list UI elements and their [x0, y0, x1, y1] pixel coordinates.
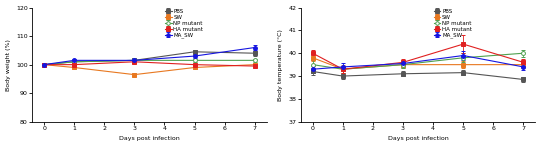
X-axis label: Days post infection: Days post infection: [388, 136, 448, 141]
X-axis label: Days post infection: Days post infection: [119, 136, 180, 141]
Legend: PBS, SW, NP mutant, HA mutant, MA_SW: PBS, SW, NP mutant, HA mutant, MA_SW: [433, 8, 473, 39]
Legend: PBS, SW, NP mutant, HA mutant, MA_SW: PBS, SW, NP mutant, HA mutant, MA_SW: [164, 8, 204, 39]
Y-axis label: Body temperature (°C): Body temperature (°C): [278, 29, 283, 101]
Y-axis label: Body weight (%): Body weight (%): [5, 39, 11, 91]
